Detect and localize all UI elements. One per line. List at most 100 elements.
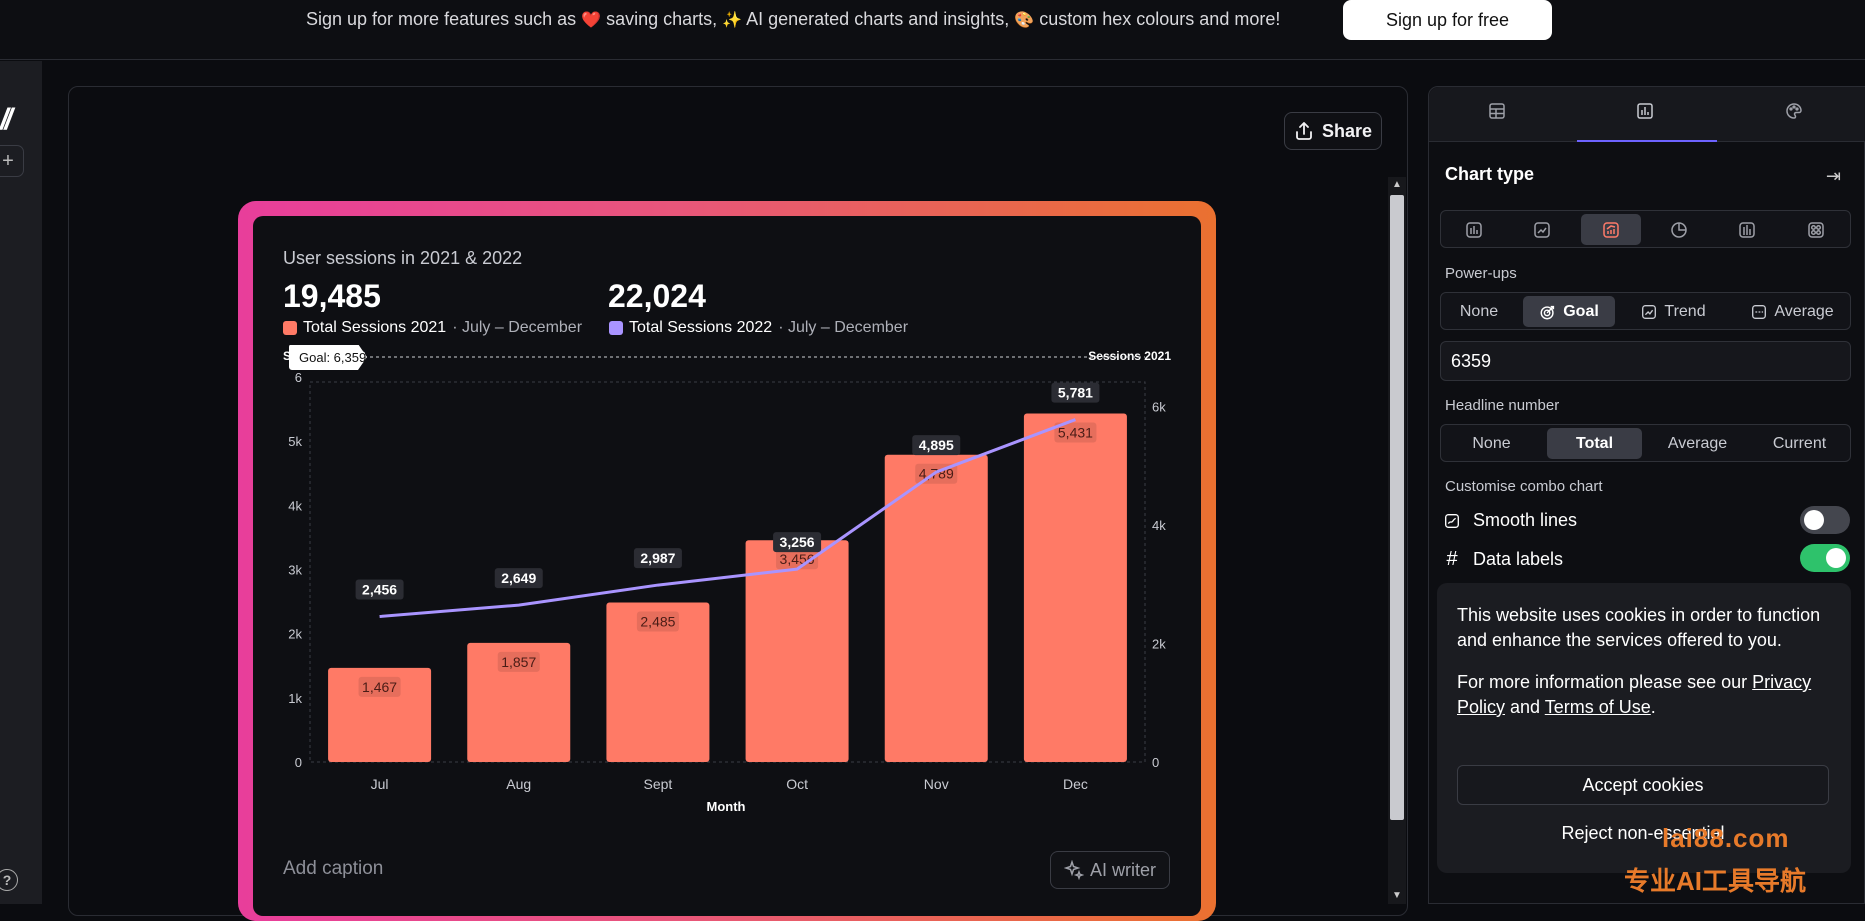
y-left-tick: 6 — [295, 370, 302, 385]
line-series-2022 — [379, 418, 1076, 619]
scroll-up-icon[interactable]: ▲ — [1392, 179, 1402, 190]
y-right-axis-title: Sessions 2021 — [1088, 349, 1171, 363]
combo-chart-icon — [1603, 221, 1619, 238]
powerups-label: Power-ups — [1445, 265, 1517, 282]
legend-2021: Total Sessions 2021 · July – December — [283, 319, 582, 337]
x-tick: Dec — [1063, 776, 1088, 792]
line-label-bg — [633, 548, 682, 569]
scrollbar-thumb[interactable] — [1390, 195, 1404, 820]
smooth-line-icon — [1445, 513, 1459, 528]
legend-2022: Total Sessions 2022 · July – December — [609, 319, 908, 337]
headline-total-button[interactable]: Total — [1547, 428, 1642, 459]
help-icon[interactable]: ? — [0, 869, 18, 891]
bar-data-label: 5,431 — [1058, 425, 1093, 441]
legend-swatch — [609, 321, 623, 335]
promo-text: Sign up for more features such as ❤️ sav… — [306, 9, 1280, 30]
line-chart-icon — [1534, 221, 1550, 238]
legend-range: · July – December — [778, 319, 909, 336]
sparkle-icon — [1063, 860, 1084, 880]
signup-button[interactable]: Sign up for free — [1343, 0, 1552, 40]
reject-cookies-button[interactable]: Reject non-essential — [1561, 822, 1725, 843]
ai-writer-button[interactable]: AI writer — [1050, 851, 1170, 889]
chart-type-combo-button[interactable] — [1581, 214, 1641, 245]
y-right-tick: 0 — [1152, 755, 1159, 770]
line-data-label: 2,456 — [362, 582, 397, 598]
new-chart-button[interactable]: + — [0, 145, 24, 177]
logo-icon[interactable]: // — [0, 103, 13, 136]
trend-label: Trend — [1664, 302, 1706, 320]
bar-dec — [1023, 413, 1127, 762]
grid-chart-icon — [1808, 221, 1824, 238]
y-left-tick: 3k — [288, 563, 302, 578]
promo-text-part: custom hex colours and more! — [1039, 9, 1281, 29]
plot-frame — [309, 381, 1146, 763]
bar-nov — [884, 454, 988, 762]
bar-label-bg — [1054, 422, 1097, 443]
chart-title[interactable]: User sessions in 2021 & 2022 — [283, 248, 523, 268]
line-data-label: 2,987 — [640, 550, 675, 566]
cookie-more-info: For more information please see our Priv… — [1457, 670, 1831, 720]
cookie-message: This website uses cookies in order to fu… — [1457, 605, 1821, 650]
y-left-tick: 4k — [288, 498, 302, 513]
line-label-bg — [1051, 382, 1100, 403]
trend-icon — [1642, 304, 1657, 319]
goal-flag — [289, 345, 367, 370]
palette-emoji-icon: 🎨 — [1014, 12, 1035, 29]
terms-of-use-link[interactable]: Terms of Use — [1544, 697, 1651, 717]
bar-data-label: 2,485 — [640, 614, 675, 630]
privacy-policy-link[interactable]: Privacy Policy — [1457, 672, 1812, 717]
chart-type-column-button[interactable] — [1717, 214, 1777, 245]
promo-bar: Sign up for more features such as ❤️ sav… — [0, 0, 1865, 60]
goal-value-input[interactable]: 6359 — [1440, 341, 1851, 381]
chart-type-grid-button[interactable] — [1786, 214, 1846, 245]
x-tick: Aug — [506, 776, 531, 792]
chart-type-line-button[interactable] — [1512, 214, 1572, 245]
sparkles-emoji-icon: ✨ — [722, 12, 743, 29]
powerup-goal-button[interactable]: Goal — [1523, 296, 1615, 327]
watermark-tagline: 专业AI工具导航 — [1624, 866, 1807, 896]
legend-label: Total Sessions 2022 — [629, 319, 773, 336]
bar-jul — [328, 667, 432, 762]
accept-cookies-button[interactable]: Accept cookies — [1457, 765, 1829, 805]
bar-label-bg — [358, 676, 401, 697]
headline-none-button[interactable]: None — [1472, 434, 1511, 452]
goal-label: Goal — [1563, 302, 1599, 320]
headline-average-button[interactable]: Average — [1667, 434, 1728, 452]
y-right-tick: 6k — [1152, 400, 1166, 415]
chart-type-heading: Chart type — [1445, 164, 1535, 184]
hash-icon: # — [1446, 548, 1458, 570]
y-right-tick: 4k — [1152, 518, 1166, 533]
bar-chart-icon — [1466, 221, 1482, 238]
data-labels-row: # Data labels — [1443, 548, 1563, 571]
chart-icon[interactable] — [1634, 100, 1656, 122]
smooth-lines-toggle[interactable] — [1800, 506, 1850, 534]
chart-type-pie-button[interactable] — [1649, 214, 1709, 245]
share-icon — [1296, 122, 1312, 140]
bar-data-label: 1,857 — [501, 654, 536, 670]
bar-label-bg — [776, 549, 819, 570]
powerups-selector — [1440, 292, 1851, 330]
share-button[interactable]: Share — [1284, 112, 1382, 150]
scroll-down-icon[interactable]: ▼ — [1392, 890, 1402, 901]
data-labels-toggle[interactable] — [1800, 544, 1850, 572]
column-chart-icon — [1739, 221, 1755, 238]
headline-number-label: Headline number — [1445, 397, 1560, 414]
legend-swatch — [283, 321, 297, 335]
headline-current-button[interactable]: Current — [1772, 434, 1827, 452]
chart-type-bar-button[interactable] — [1444, 214, 1504, 245]
palette-icon[interactable] — [1783, 100, 1805, 122]
cookie-banner: This website uses cookies in order to fu… — [1437, 583, 1851, 873]
table-icon[interactable] — [1486, 100, 1508, 122]
collapse-panel-icon[interactable]: ⇥ — [1826, 166, 1842, 186]
powerup-average-button[interactable]: Average — [1737, 296, 1847, 327]
y-left-tick: 0 — [295, 755, 302, 770]
caption-input[interactable]: Add caption — [283, 858, 384, 879]
combo-chart: Sessions 2022Sessions 2021Month01k2k3k4k… — [283, 345, 1171, 814]
cookie-period: . — [1650, 697, 1656, 717]
powerup-trend-button[interactable]: Trend — [1628, 296, 1718, 327]
line-label-bg — [494, 568, 543, 589]
cookie-more-info-text: For more information please see our — [1457, 672, 1748, 692]
powerup-none-button[interactable]: None — [1459, 302, 1499, 320]
headline-selector — [1440, 424, 1851, 462]
promo-text-part: saving charts, — [606, 9, 718, 29]
